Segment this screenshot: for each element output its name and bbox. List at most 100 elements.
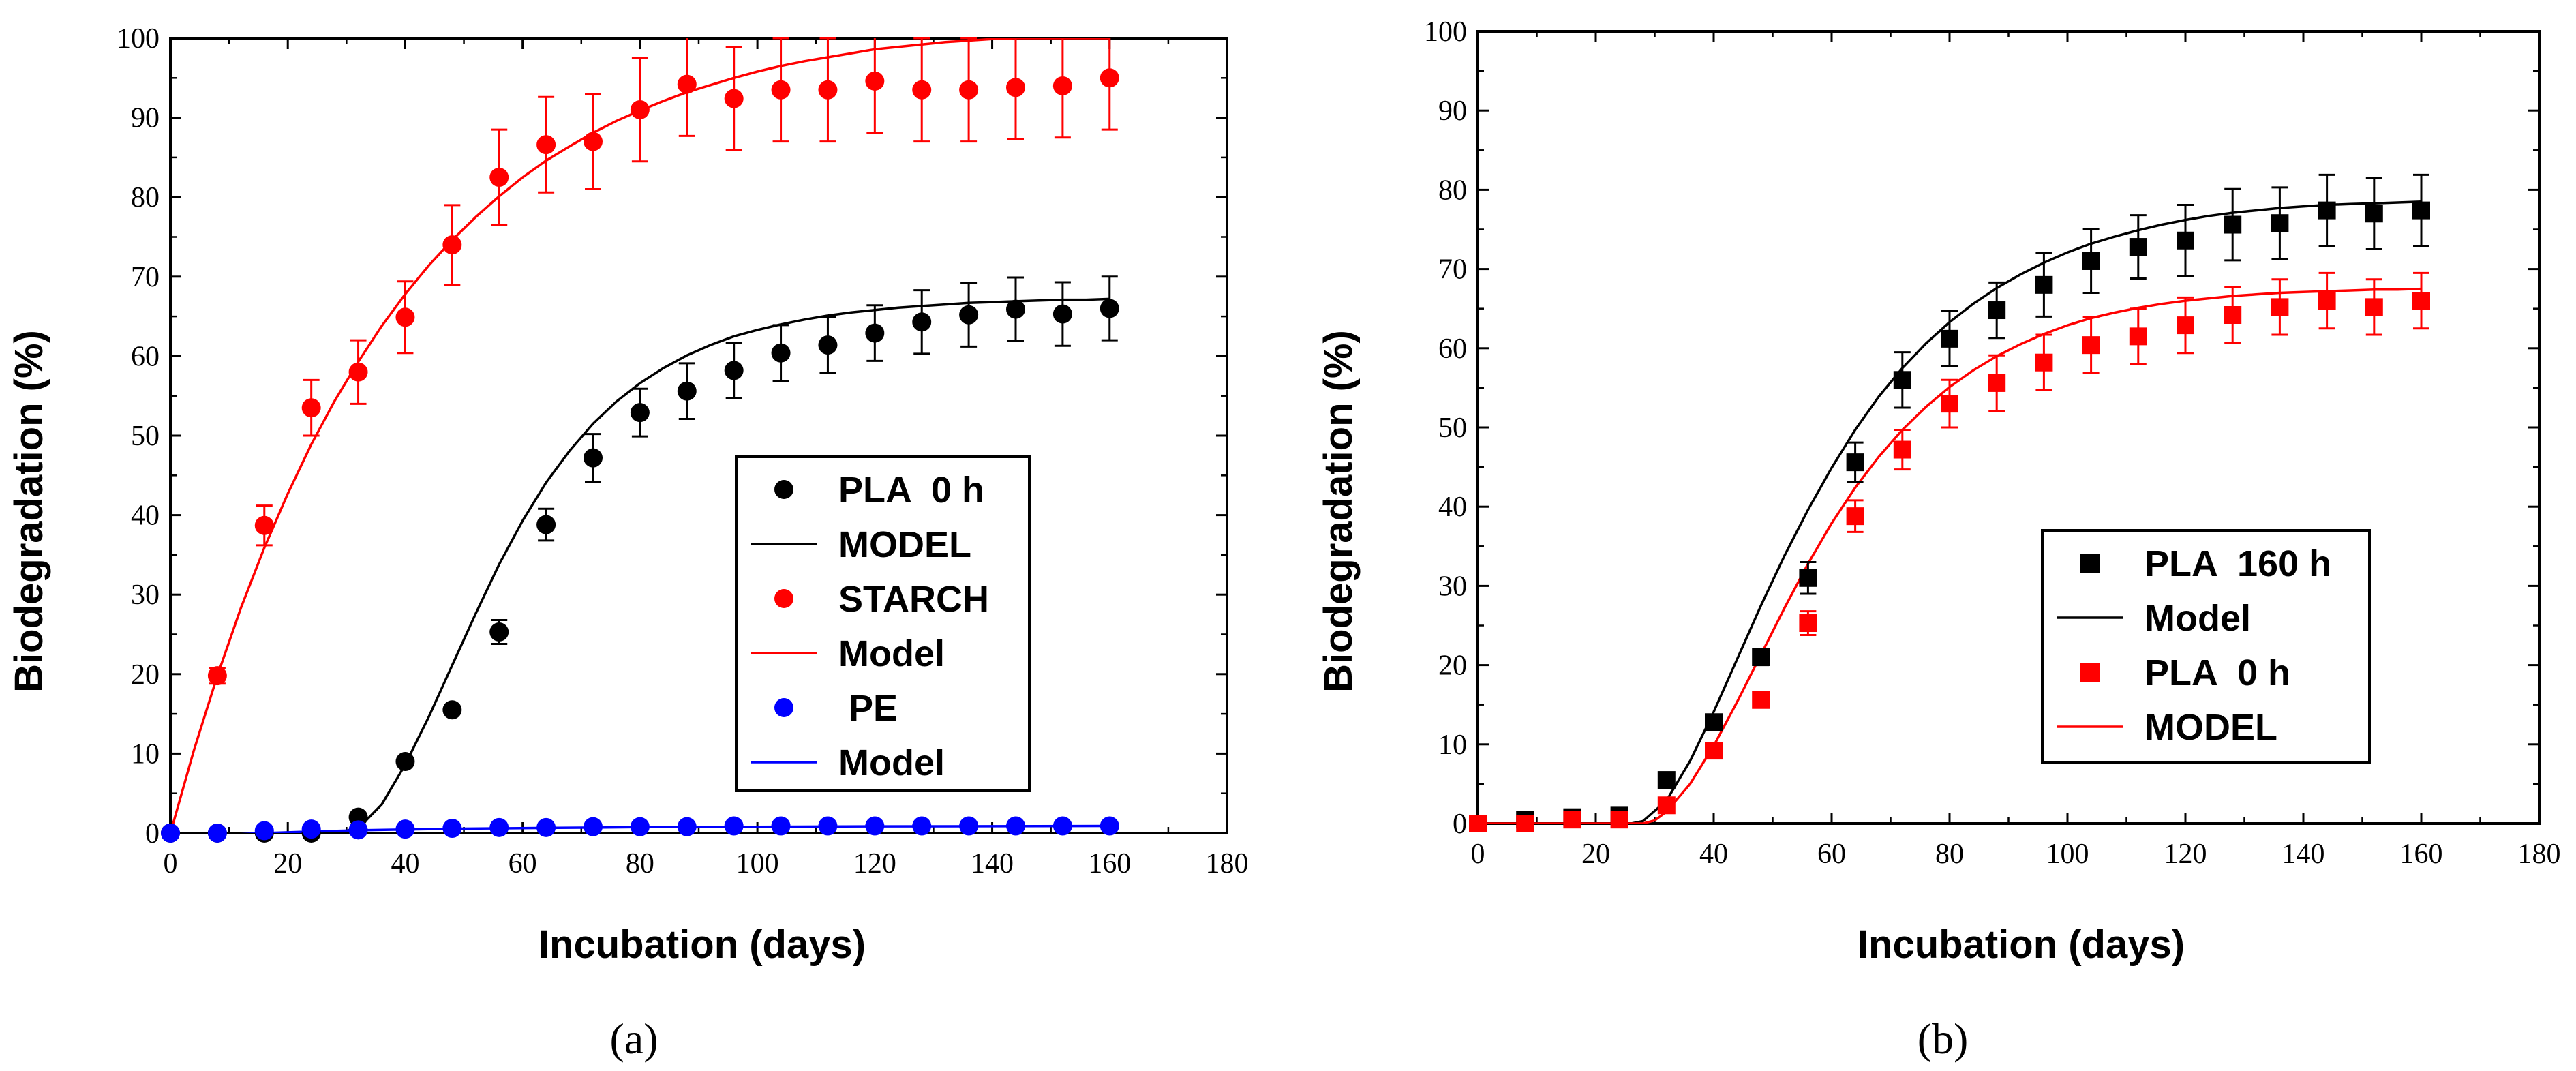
panel-a-series-2-point [818, 80, 838, 100]
panel-b-ylabel: Biodegradation (%) [1316, 330, 1361, 693]
panel-a-chart: Biodegradation (%) Incubation (days) (a)… [7, 23, 1249, 1063]
panel-b-ytick-label: 10 [1438, 729, 1467, 761]
panel-b-series-0-point [1846, 453, 1864, 472]
panel-a-series-2-point [395, 307, 415, 327]
panel-b-caption: (b) [1918, 1014, 1969, 1063]
panel-b-xtick-label: 140 [2282, 839, 2325, 870]
panel-b-ytick-label: 80 [1438, 175, 1467, 206]
panel-a-series-2-point [207, 666, 227, 686]
panel-a-series-0-point [395, 752, 415, 772]
panel-a-legend-label-4: PE [838, 688, 898, 729]
panel-a-plot-area [161, 37, 1119, 843]
panel-a-legend-label-3: Model [838, 633, 945, 674]
panel-a-caption: (a) [609, 1014, 658, 1063]
panel-a-series-2-point [677, 74, 697, 94]
panel-b-frame [1476, 30, 2541, 825]
panel-b-series-2-point [1563, 811, 1581, 829]
panel-a-series-4-point [442, 819, 462, 839]
panel-b-series-2-point [2224, 305, 2242, 324]
panel-a-ytick-label: 70 [131, 262, 160, 293]
panel-b-series-2-point [2412, 292, 2430, 310]
panel-a-series-4-point [1100, 816, 1119, 836]
panel-a-series-4-point [584, 817, 603, 836]
panel-a-series-4-point [959, 816, 979, 836]
panel-a-ytick-label: 40 [131, 500, 160, 532]
panel-a-series-0-point [677, 381, 697, 401]
panel-a-series-4-point [536, 817, 556, 837]
panel-a-xtick-label: 120 [853, 848, 896, 879]
panel-b-series-0-point [2035, 275, 2053, 294]
panel-b-series-2-point [1846, 507, 1864, 526]
panel-b-xtick-label: 180 [2518, 839, 2561, 870]
panel-a-series-4-point [1052, 816, 1072, 836]
panel-a-series-2-point [301, 398, 321, 418]
panel-b-series-2-point [1469, 815, 1487, 832]
panel-b-legend-label-2: PLA 0 h [2145, 652, 2290, 693]
panel-a-series-4-point [724, 816, 744, 836]
panel-a-series-4-point [771, 816, 791, 836]
panel-a-series-4-point [489, 817, 509, 837]
panel-b-series-1-line [1478, 200, 2422, 824]
panel-b-legend-label-0: PLA 160 h [2145, 543, 2331, 584]
panel-b-series-0-point [2318, 201, 2336, 220]
panel-b-xlabel: Incubation (days) [1858, 922, 2185, 967]
panel-a-series-2-point [865, 71, 885, 91]
panel-b-series-0-point [2271, 214, 2289, 232]
panel-b-xtick-label: 120 [2164, 839, 2207, 870]
panel-a-xtick-label: 140 [971, 848, 1014, 879]
panel-a-series-4-point [912, 816, 932, 836]
panel-a-legend-label-1: MODEL [838, 524, 971, 565]
panel-b-series-2-point [1752, 691, 1770, 709]
panel-a-series-0-point [1100, 299, 1119, 318]
panel-a-series-2-point [912, 80, 932, 100]
panel-a-series-2-point [584, 132, 603, 151]
panel-b-legend-label-3: MODEL [2145, 707, 2277, 748]
panel-b-series-0-point [2082, 252, 2100, 270]
panel-b-series-3-line [1478, 287, 2422, 824]
panel-a-series-0-point [489, 622, 509, 642]
panel-a-legend-label-2: STARCH [838, 579, 989, 620]
panel-a-series-0-point [1006, 299, 1025, 319]
panel-a-series-0-point [865, 323, 885, 343]
panel-a-xtick-label: 40 [391, 848, 419, 879]
panel-a-series-1-line [170, 297, 1110, 833]
panel-a-ylabel: Biodegradation (%) [7, 330, 51, 693]
panel-a-series-0-point [1052, 304, 1072, 324]
panel-a-xtick-label: 60 [509, 848, 537, 879]
panel-b-series-0-point [2224, 215, 2242, 234]
panel-a-series-0-point [584, 448, 603, 468]
panel-a-series-2-point [536, 135, 556, 155]
panel-a-ytick-label: 90 [131, 103, 160, 134]
panel-b-xtick-label: 20 [1581, 839, 1610, 870]
panel-a-xtick-label: 80 [626, 848, 654, 879]
panel-b-axes: 0 20 40 60 80 100 120 140 160 180 0 10 20 30 40 50 60 70 8… [1424, 16, 2561, 870]
panel-b-legend-marker-2 [2080, 663, 2100, 682]
panel-b-ytick-label: 70 [1438, 254, 1467, 286]
panel-a-ytick-label: 60 [131, 341, 160, 372]
panel-a-series-0-point [536, 515, 556, 534]
panel-a-series-2-point [630, 100, 650, 119]
panel-a-series-4-point [254, 821, 274, 841]
panel-a-legend-marker-2 [774, 589, 793, 608]
panel-a-series-4-point [865, 816, 885, 836]
panel-b-series-0-point [2177, 231, 2194, 250]
panel-a-ytick-label: 80 [131, 182, 160, 213]
panel-a-legend-box [735, 455, 1031, 792]
panel-a-legend-marker-0 [774, 480, 793, 499]
panel-a-series-0-point [818, 335, 838, 355]
panel-a-series-2-point [1052, 76, 1072, 95]
panel-b-series-0-point [1799, 569, 1817, 587]
panel-a-series-4-point [630, 817, 650, 836]
panel-a-series-2-point [1006, 78, 1025, 97]
panel-b-xtick-label: 100 [2046, 839, 2089, 870]
panel-a-series-4-point [161, 824, 180, 843]
panel-a-series-4-point [207, 824, 227, 843]
panel-b-series-2-point [2365, 298, 2383, 316]
panel-b-series-2-point [1893, 440, 1911, 459]
panel-b-series-2-point [2082, 336, 2100, 355]
panel-b-plot-area [1469, 173, 2430, 832]
panel-a-series-2-point [348, 362, 368, 382]
panel-a-series-0-point [959, 305, 979, 325]
panel-b-ytick-label: 100 [1424, 16, 1467, 48]
panel-a-series-4-point [301, 819, 321, 839]
